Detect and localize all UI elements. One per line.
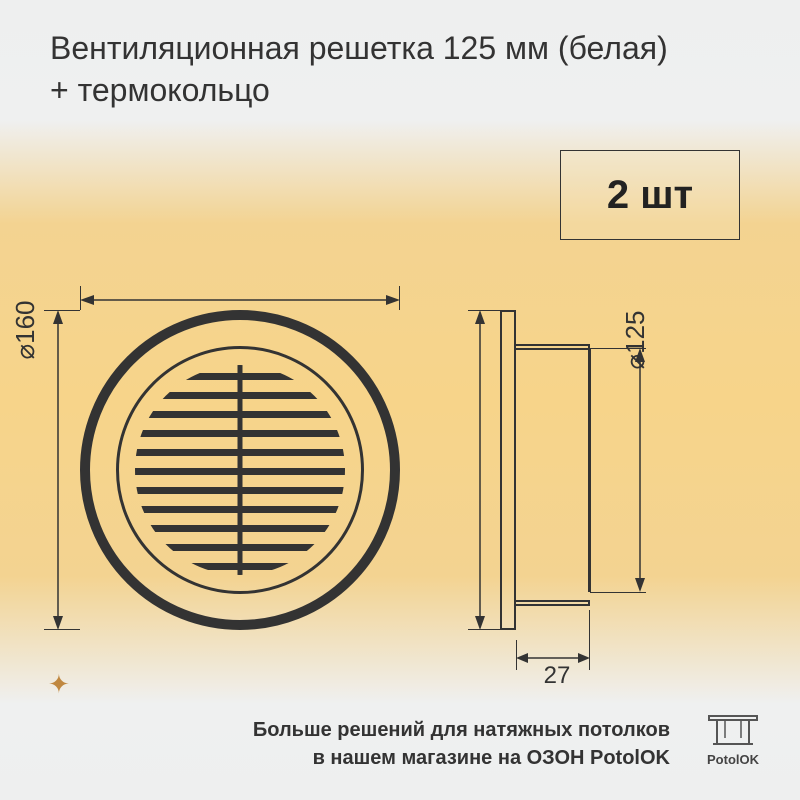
grille-slats: [135, 365, 345, 575]
footer-line-2: в нашем магазине на ОЗОН PotolOK: [313, 747, 670, 769]
ext-line: [589, 610, 590, 670]
footer-line-1: Больше решений для натяжных потолков: [253, 719, 670, 741]
dimension-arrow-flange: [470, 310, 490, 630]
grille-slat: [135, 544, 345, 551]
dimension-arrow-left: [48, 310, 68, 630]
grille-slat: [135, 468, 345, 475]
side-view: ⌀125 27: [500, 310, 680, 640]
grille-slat: [135, 430, 345, 437]
decor-star-icon: ✦: [48, 669, 70, 700]
ext-line: [590, 592, 646, 593]
brand-logo: PotolOK: [694, 710, 772, 772]
depth-label: 27: [520, 662, 594, 690]
ext-line: [80, 286, 81, 310]
grille-slat: [135, 506, 345, 513]
ext-line: [468, 310, 500, 311]
front-view: ⌀160: [80, 310, 400, 630]
collar-top: [516, 344, 590, 350]
collar-right-edge: [588, 348, 591, 592]
collar-diameter-label: ⌀125: [620, 180, 651, 500]
collar-bottom: [516, 600, 590, 606]
title-line-2: + термокольцо: [50, 72, 270, 108]
ext-line: [399, 286, 400, 310]
title-line-1: Вентиляционная решетка 125 мм (белая): [50, 30, 668, 66]
potolok-logo-icon: [703, 710, 763, 750]
grille-slat: [135, 487, 345, 494]
grille-slat: [135, 525, 345, 532]
flange: [500, 310, 516, 630]
ext-line: [516, 640, 517, 670]
ext-line: [44, 310, 80, 311]
ext-line: [44, 629, 80, 630]
brand-name: PotolOK: [694, 752, 772, 767]
ext-line: [468, 629, 500, 630]
product-title: Вентиляционная решетка 125 мм (белая) + …: [50, 28, 668, 111]
technical-diagram: ⌀160 ⌀125: [40, 270, 760, 690]
grille-slat: [135, 411, 345, 418]
grille-slat: [135, 373, 345, 380]
dimension-arrow-top: [80, 290, 400, 310]
outer-diameter-label: ⌀160: [10, 170, 41, 490]
grille-slat: [135, 392, 345, 399]
grille-slat: [135, 563, 345, 570]
footer-text: Больше решений для натяжных потолков в н…: [253, 716, 670, 772]
grille-slat: [135, 449, 345, 456]
